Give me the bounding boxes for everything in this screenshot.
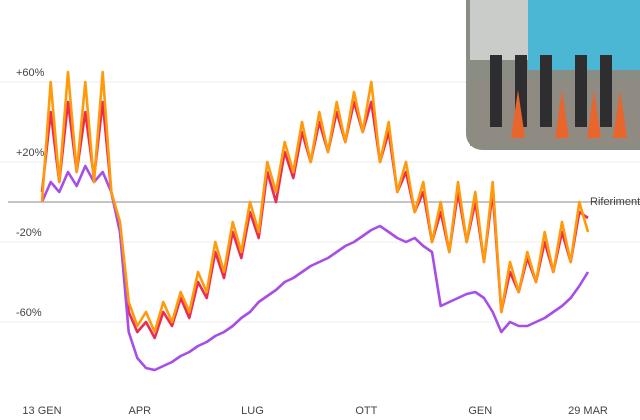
y-tick-label: +60% bbox=[16, 67, 45, 79]
x-tick-label: GEN bbox=[468, 405, 492, 417]
photo-person bbox=[600, 55, 612, 127]
x-tick-label: 29 MAR bbox=[568, 405, 608, 417]
x-tick-label: 13 GEN bbox=[22, 405, 61, 417]
x-tick-label: APR bbox=[128, 405, 151, 417]
reference-label: Riferimento bbox=[590, 196, 640, 208]
photo-cone bbox=[587, 90, 601, 138]
y-tick-label: -20% bbox=[16, 227, 42, 239]
x-tick-label: LUG bbox=[241, 405, 264, 417]
series-line bbox=[40, 164, 590, 372]
photo-cone bbox=[511, 90, 525, 138]
photo-person bbox=[490, 55, 502, 127]
photo-person bbox=[540, 55, 552, 127]
series-line bbox=[40, 70, 590, 334]
x-tick-label: OTT bbox=[355, 405, 377, 417]
y-tick-label: +20% bbox=[16, 147, 45, 159]
photo bbox=[466, 0, 640, 150]
photo-person bbox=[575, 55, 587, 127]
photo-cone bbox=[613, 90, 627, 138]
y-tick-label: -60% bbox=[16, 307, 42, 319]
photo-cone bbox=[555, 90, 569, 138]
